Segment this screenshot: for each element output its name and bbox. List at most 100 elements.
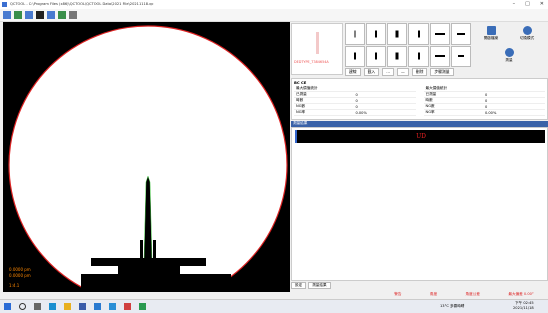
- stats-tables: 最大價值統計已測量0時數0NG數0NG率0.00% 最大價值統計已測量0時數0NG…: [294, 86, 545, 116]
- tool-icon[interactable]: [14, 11, 22, 19]
- toolbar: [0, 9, 548, 22]
- tool-icon[interactable]: [58, 11, 66, 19]
- tool-icon[interactable]: [36, 11, 44, 19]
- shape-icon: [435, 55, 445, 57]
- tool-button[interactable]: —: [397, 68, 409, 76]
- zoom-level: 1:4.1: [9, 283, 20, 288]
- app-icon[interactable]: [34, 303, 41, 310]
- shape-button[interactable]: [345, 46, 365, 68]
- shape-button[interactable]: [451, 46, 471, 68]
- readout-y: 0.0000 pm: [9, 273, 31, 278]
- title-bar: QCTOOL - C:\Program Files (x86)\QCTOOL\Q…: [0, 0, 548, 9]
- shape-button[interactable]: [366, 46, 386, 68]
- tool-base: [91, 258, 206, 266]
- shape-button[interactable]: [408, 23, 428, 45]
- button-icon: [505, 48, 514, 57]
- shape-button[interactable]: [430, 23, 450, 45]
- shape-icon: [457, 33, 465, 35]
- tool-icon[interactable]: [69, 11, 77, 19]
- app-icon[interactable]: [64, 303, 71, 310]
- status-text: 角度: [430, 292, 437, 297]
- preview-label: DEDTYPE_T384654A: [294, 60, 329, 64]
- result-banner: UD: [295, 130, 545, 143]
- shape-icon: [435, 33, 445, 35]
- tool-row: 建線載入…—刪除步驟測量: [345, 68, 454, 76]
- app-icon[interactable]: [109, 303, 116, 310]
- tool-button[interactable]: 載入: [364, 68, 380, 76]
- tool-part: [140, 240, 143, 260]
- stat-cell: 0.00%: [483, 110, 545, 116]
- window-control[interactable]: –: [513, 1, 516, 7]
- shape-button[interactable]: [408, 46, 428, 68]
- window-title: QCTOOL - C:\Program Files (x86)\QCTOOL\Q…: [10, 2, 154, 6]
- stat-cell: NG率: [424, 110, 483, 116]
- app-icon[interactable]: [124, 303, 131, 310]
- shape-icon: [354, 53, 356, 60]
- shape-icon: [396, 30, 399, 37]
- toolbar-icons: [3, 11, 77, 19]
- window-control[interactable]: ✕: [540, 1, 544, 7]
- shape-button[interactable]: [430, 46, 450, 68]
- side-buttons: 開啟檔案切換模式測量: [473, 23, 547, 67]
- tool-button[interactable]: 建線: [345, 68, 361, 76]
- weather: 13°C 多雲時晴: [440, 304, 464, 309]
- app-icon[interactable]: [49, 303, 56, 310]
- result-panel: UD: [291, 127, 548, 281]
- tool-button[interactable]: 刪除: [412, 68, 428, 76]
- shape-icon: [458, 55, 464, 57]
- app-icon[interactable]: [139, 303, 146, 310]
- window-control[interactable]: □: [525, 1, 530, 7]
- shape-icon: [418, 30, 420, 37]
- shape-icon: [375, 53, 377, 60]
- app-icon[interactable]: [94, 303, 101, 310]
- tab[interactable]: 設定: [291, 282, 306, 289]
- button-icon: [523, 26, 532, 35]
- shape-grid: [345, 23, 471, 67]
- status-bar: 警告 角度 角度公差 最大偏差 0.00°: [380, 292, 548, 297]
- taskbar: 13°C 多雲時晴 下午 02:45 2021/11/18: [0, 299, 548, 313]
- button-label: 測量: [493, 58, 525, 63]
- app-icon[interactable]: [79, 303, 86, 310]
- clock-date: 2021/11/18: [513, 306, 534, 310]
- button-label: 切換模式: [511, 36, 543, 41]
- app-window: QCTOOL - C:\Program Files (x86)\QCTOOL\Q…: [0, 0, 548, 313]
- tool-icon[interactable]: [25, 11, 33, 19]
- side-button[interactable]: 切換模式: [511, 25, 543, 45]
- search-button[interactable]: [19, 303, 26, 310]
- status-text: 角度公差: [466, 292, 480, 297]
- button-icon: [487, 26, 496, 35]
- side-button[interactable]: 開啟檔案: [475, 25, 507, 45]
- shape-button[interactable]: [366, 23, 386, 45]
- tool-base: [81, 274, 231, 292]
- side-button[interactable]: 測量: [493, 47, 525, 67]
- tool-button[interactable]: …: [382, 68, 394, 76]
- tool-icon[interactable]: [47, 11, 55, 19]
- tool-icon[interactable]: [3, 11, 11, 19]
- tool-button[interactable]: 步驟測量: [430, 68, 453, 76]
- tab[interactable]: 測量結果: [308, 282, 330, 289]
- shape-button[interactable]: [451, 23, 471, 45]
- shape-button[interactable]: [345, 23, 365, 45]
- tool-part: [153, 240, 156, 260]
- shape-button[interactable]: [387, 23, 407, 45]
- status-text: 最大偏差 0.00°: [508, 292, 533, 297]
- readout-x: 0.0000 pm: [9, 267, 31, 272]
- shape-icon: [355, 30, 356, 37]
- taskbar-apps: [4, 303, 146, 310]
- start-button[interactable]: [4, 303, 11, 310]
- status-text: 警告: [394, 292, 401, 297]
- shape-icon: [418, 53, 420, 60]
- button-label: 開啟檔案: [475, 36, 507, 41]
- shape-icon: [396, 53, 399, 60]
- window-controls: – □ ✕: [513, 1, 544, 7]
- shape-button[interactable]: [387, 46, 407, 68]
- shape-icon: [375, 30, 377, 37]
- camera-view: 0.0000 pm 0.0000 pm 1:4.1: [3, 22, 290, 292]
- stat-cell: 0.00%: [353, 110, 415, 116]
